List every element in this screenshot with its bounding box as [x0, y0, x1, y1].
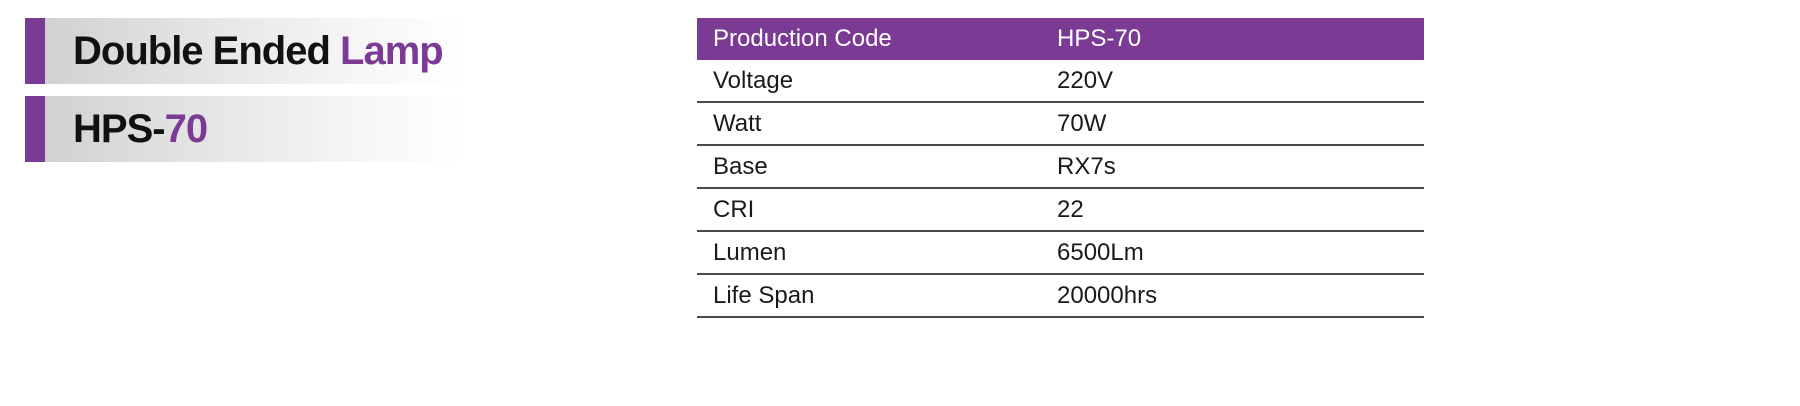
spec-row-watt: Watt 70W	[697, 102, 1424, 146]
model-title: HPS-70	[73, 96, 208, 162]
spec-label: CRI	[697, 188, 1041, 232]
header-value: HPS-70	[1057, 25, 1142, 52]
spec-row-base: Base RX7s	[697, 145, 1424, 189]
product-title-block: Double Ended Lamp HPS-70	[25, 18, 465, 165]
title-row-product-type: Double Ended Lamp	[25, 18, 465, 84]
spec-label: Life Span	[697, 274, 1041, 318]
spec-value: 70W	[1041, 102, 1424, 146]
spec-label: Base	[697, 145, 1041, 189]
spec-value: 22	[1041, 188, 1424, 232]
spec-value: 220V	[1041, 60, 1424, 103]
product-type-highlight: Lamp	[340, 29, 444, 73]
spec-row-life-span: Life Span 20000hrs	[697, 274, 1424, 318]
header-label: Production Code	[713, 25, 892, 52]
model-number-highlight: 70	[164, 107, 208, 151]
spec-value: RX7s	[1041, 145, 1424, 189]
spec-label: Watt	[697, 102, 1041, 146]
title-accent-bar	[25, 96, 45, 162]
spec-row-cri: CRI 22	[697, 188, 1424, 232]
product-type-main: Double Ended	[73, 29, 331, 73]
spec-value: 20000hrs	[1041, 274, 1424, 318]
spec-value: 6500Lm	[1041, 231, 1424, 275]
spec-table-header-row: Production Code HPS-70	[697, 18, 1424, 60]
title-accent-bar	[25, 18, 45, 84]
model-prefix: HPS-	[73, 107, 166, 151]
spec-label: Lumen	[697, 231, 1041, 275]
product-type-title: Double Ended Lamp	[73, 18, 444, 84]
title-row-model: HPS-70	[25, 96, 465, 162]
spec-row-voltage: Voltage 220V	[697, 60, 1424, 103]
spec-row-lumen: Lumen 6500Lm	[697, 231, 1424, 275]
spec-table: Production Code HPS-70 Voltage 220V Watt…	[697, 18, 1424, 318]
spec-label: Voltage	[697, 60, 1041, 103]
